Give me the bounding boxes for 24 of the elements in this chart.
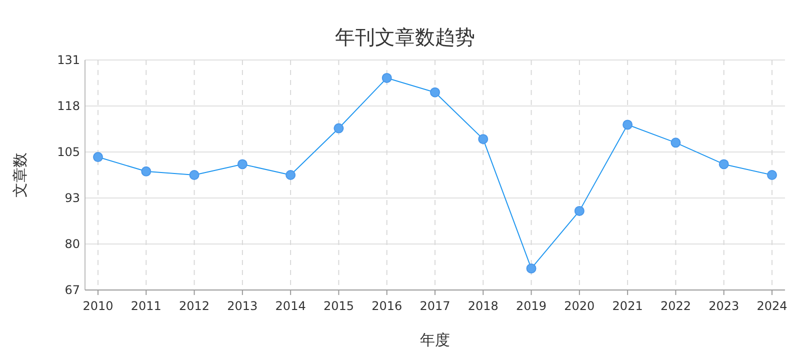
y-tick-label: 80 (64, 237, 80, 251)
x-tick-label: 2014 (275, 299, 306, 313)
x-tick-label: 2019 (516, 299, 547, 313)
x-tick-label: 2013 (227, 299, 258, 313)
x-tick-label: 2010 (82, 299, 114, 313)
y-tick-label: 67 (64, 283, 80, 297)
x-tick-label: 2012 (179, 299, 210, 313)
x-tick-label: 2018 (468, 299, 498, 313)
x-tick-label: 2015 (323, 299, 354, 313)
x-tick-label: 2024 (756, 299, 788, 313)
y-tick-label: 131 (57, 53, 80, 67)
chart-title: 年刊文章数趋势 (335, 25, 475, 49)
x-tick-label: 2017 (420, 299, 450, 313)
y-axis-title: 文章数 (11, 152, 29, 198)
x-tick-label: 2020 (564, 299, 595, 313)
y-tick-label: 118 (57, 99, 80, 113)
x-tick-label: 2011 (130, 299, 162, 313)
x-axis-title: 年度 (420, 331, 450, 349)
x-tick-label: 2023 (708, 299, 740, 313)
x-tick-label: 2016 (372, 299, 402, 313)
y-tick-label: 105 (57, 145, 80, 159)
x-tick-label: 2021 (612, 299, 643, 313)
y-tick-label: 93 (64, 191, 80, 205)
x-tick-label: 2022 (660, 299, 691, 313)
